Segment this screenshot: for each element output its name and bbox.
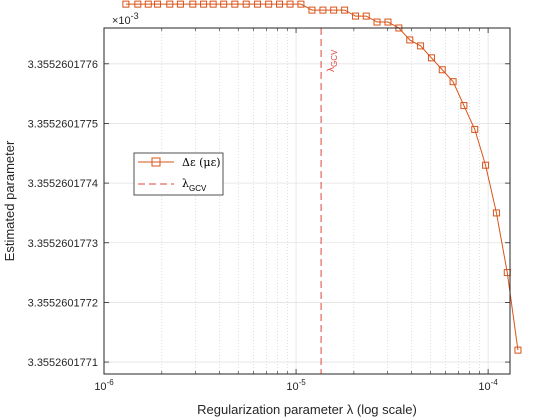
x-tick-label-exponent: -4	[491, 378, 499, 387]
plot-box	[103, 27, 511, 375]
series-marker	[176, 0, 184, 8]
y-axis-label: Estimated parameter	[2, 140, 17, 261]
y-tick-label: 3.3552601771	[28, 357, 98, 369]
x-tick-label: 10-6	[94, 378, 114, 393]
ticks	[103, 28, 510, 374]
tick-labels: 10-6 10-5 10-43.35526017713.35526017723.35…	[28, 59, 499, 393]
series-marker	[231, 0, 239, 8]
y-tick-label: 3.3552601775	[28, 118, 98, 130]
gcv-annotation-sub: GCV	[330, 49, 339, 67]
series-marker	[449, 78, 457, 86]
series-marker	[242, 0, 250, 8]
series-marker	[341, 6, 349, 14]
legend-gcv-base: λ	[182, 177, 189, 190]
gcv-annotation: λGCV	[326, 49, 339, 72]
series-marker	[384, 18, 392, 26]
y-tick-label: 3.3552601776	[28, 59, 98, 71]
series-marker	[200, 0, 208, 8]
series-marker	[308, 6, 316, 14]
x-tick-label: 10-5	[286, 378, 306, 393]
y-multiplier-exponent: -3	[131, 11, 139, 21]
series-marker	[438, 66, 446, 74]
series-marker	[460, 102, 468, 110]
series-marker	[373, 18, 381, 26]
x-axis-label: Regularization parameter λ (log scale)	[197, 402, 417, 417]
series-marker	[154, 0, 162, 8]
series-marker	[297, 0, 305, 8]
series-marker	[134, 0, 142, 8]
y-tick-label: 3.3552601774	[28, 178, 98, 190]
series-marker	[319, 6, 327, 14]
series-marker	[406, 36, 414, 44]
grid	[104, 28, 510, 374]
series-marker	[254, 0, 262, 8]
y-tick-label: 3.3552601773	[28, 238, 98, 250]
y-multiplier-base: ×10	[112, 15, 131, 27]
series-marker	[352, 12, 360, 20]
series-marker	[417, 42, 425, 50]
x-tick-label-base: 10	[94, 381, 106, 393]
series-marker	[471, 125, 479, 133]
gcv-annotation-label: λGCV	[326, 49, 339, 72]
legend-entry-gcv: λGCV	[182, 177, 207, 193]
x-tick-label-base: 10	[478, 381, 490, 393]
series-marker	[122, 0, 130, 8]
series-marker	[514, 346, 522, 354]
series-marker	[276, 0, 284, 8]
x-tick-label: 10-4	[478, 378, 498, 393]
series-marker	[286, 0, 294, 8]
y-multiplier: ×10-3	[112, 11, 139, 27]
series-marker	[144, 0, 152, 8]
legend-box	[133, 152, 224, 196]
series-marker	[492, 209, 500, 217]
x-tick-label-exponent: -5	[299, 378, 307, 387]
series-marker	[209, 0, 217, 8]
series-line	[125, 3, 519, 351]
legend-entry-series: Δε (με)	[182, 156, 221, 169]
series-marker	[166, 0, 174, 8]
x-tick-label-base: 10	[286, 381, 298, 393]
series-marker	[220, 0, 228, 8]
gcv-annotation-base: λ	[326, 67, 337, 72]
series-marker	[265, 0, 273, 8]
series-marker	[189, 0, 197, 8]
legend: Δε (με) λGCV	[133, 152, 224, 196]
y-tick-label: 3.3552601772	[28, 297, 98, 309]
series-marker	[330, 6, 338, 14]
x-tick-label-exponent: -6	[107, 378, 115, 387]
series-layer	[122, 0, 522, 354]
legend-gcv-sub: GCV	[189, 184, 207, 193]
plot-area	[104, 28, 510, 374]
series-marker	[427, 54, 435, 62]
series-marker	[482, 161, 490, 169]
series-marker	[362, 12, 370, 20]
legend-marker-series	[151, 157, 161, 167]
